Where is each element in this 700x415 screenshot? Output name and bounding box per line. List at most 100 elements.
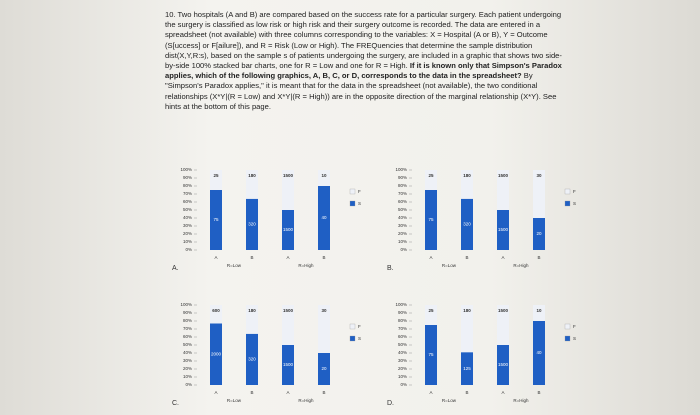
fail-segment [246, 305, 258, 334]
success-segment [318, 186, 330, 250]
group-label: R=Low [227, 398, 242, 403]
bar-name: B [250, 255, 253, 260]
legend-label: F [358, 324, 361, 329]
bar-name: A [286, 255, 289, 260]
y-tick-label: 40% [183, 215, 192, 220]
value-label: 75 [213, 217, 219, 222]
legend-swatch [349, 323, 356, 330]
value-label: 600 [212, 308, 220, 313]
y-tick-label: 90% [398, 175, 407, 180]
value-label: 25 [428, 308, 434, 313]
value-label: 1500 [498, 308, 509, 313]
value-label: 20 [321, 366, 327, 371]
y-tick-label: 50% [398, 342, 407, 347]
success-segment [533, 218, 545, 250]
value-label: 1500 [283, 362, 294, 367]
graphic-label: D. [387, 400, 394, 407]
success-segment [246, 198, 258, 250]
value-label: 180 [463, 173, 471, 178]
y-tick-label: 70% [398, 326, 407, 331]
bar-name: A [429, 390, 432, 395]
group-label: R=Low [442, 398, 457, 403]
bar-name: B [465, 255, 468, 260]
group-label: R=High [513, 398, 529, 403]
value-label: 320 [248, 222, 256, 227]
value-label: 320 [248, 357, 256, 362]
success-segment [246, 333, 258, 385]
legend-swatch [564, 323, 571, 330]
fail-segment [282, 305, 294, 345]
fail-segment [533, 170, 545, 218]
bar-name: B [537, 255, 540, 260]
fail-segment [425, 170, 437, 190]
success-segment [461, 352, 473, 385]
fail-segment [533, 305, 545, 321]
value-label: 320 [463, 222, 471, 227]
success-segment [425, 190, 437, 250]
success-segment [497, 345, 509, 385]
bar-name: B [250, 390, 253, 395]
value-label: 10 [321, 173, 327, 178]
y-tick-label: 20% [183, 366, 192, 371]
question: 10. Two hospitals (A and B) are compared… [165, 10, 570, 112]
legend-label: F [358, 189, 361, 194]
y-tick-label: 10% [183, 374, 192, 379]
fail-segment [210, 305, 222, 324]
y-tick-label: 20% [398, 231, 407, 236]
y-tick-label: 20% [183, 231, 192, 236]
value-label: 1500 [283, 227, 294, 232]
success-segment [282, 210, 294, 250]
value-label: 1500 [283, 308, 294, 313]
y-tick-label: 40% [398, 215, 407, 220]
legend-label: F [573, 189, 576, 194]
success-segment [425, 325, 437, 385]
graphic-label: C. [172, 400, 179, 407]
y-tick-label: 10% [398, 239, 407, 244]
fail-segment [497, 170, 509, 210]
value-label: 75 [428, 217, 434, 222]
legend-label: S [358, 201, 361, 206]
legend-swatch [349, 188, 356, 195]
value-label: 75 [428, 352, 434, 357]
bar-name: B [322, 390, 325, 395]
value-label: 20 [536, 231, 542, 236]
value-label: 1500 [498, 362, 509, 367]
y-tick-label: 80% [398, 183, 407, 188]
y-tick-label: 70% [398, 191, 407, 196]
value-label: 10 [536, 308, 542, 313]
y-tick-label: 100% [180, 302, 192, 307]
fail-segment [318, 170, 330, 186]
y-tick-label: 30% [183, 223, 192, 228]
success-segment [497, 210, 509, 250]
y-tick-label: 80% [398, 318, 407, 323]
value-label: 40 [321, 215, 327, 220]
group-label: R=Low [227, 263, 242, 268]
y-tick-label: 0% [400, 247, 407, 252]
bar-name: B [322, 255, 325, 260]
group-label: R=High [513, 263, 529, 268]
bar-name: B [465, 390, 468, 395]
success-segment [533, 321, 545, 385]
question-number: 10. [165, 10, 176, 19]
legend-swatch [564, 335, 571, 342]
y-tick-label: 80% [183, 183, 192, 188]
y-tick-label: 60% [398, 199, 407, 204]
group-label: R=High [298, 398, 314, 403]
y-tick-label: 100% [395, 167, 407, 172]
value-label: 30 [536, 173, 542, 178]
y-tick-label: 30% [398, 223, 407, 228]
bar-name: A [501, 390, 504, 395]
legend-label: S [358, 336, 361, 341]
y-tick-label: 20% [398, 366, 407, 371]
value-label: 2000 [211, 351, 222, 356]
legend-label: S [573, 201, 576, 206]
y-tick-label: 60% [398, 334, 407, 339]
legend-swatch [349, 335, 356, 342]
bar-name: A [286, 390, 289, 395]
y-tick-label: 0% [185, 382, 192, 387]
value-label: 25 [428, 173, 434, 178]
y-tick-label: 70% [183, 326, 192, 331]
bar-name: A [429, 255, 432, 260]
y-tick-label: 0% [185, 247, 192, 252]
y-tick-label: 100% [180, 167, 192, 172]
